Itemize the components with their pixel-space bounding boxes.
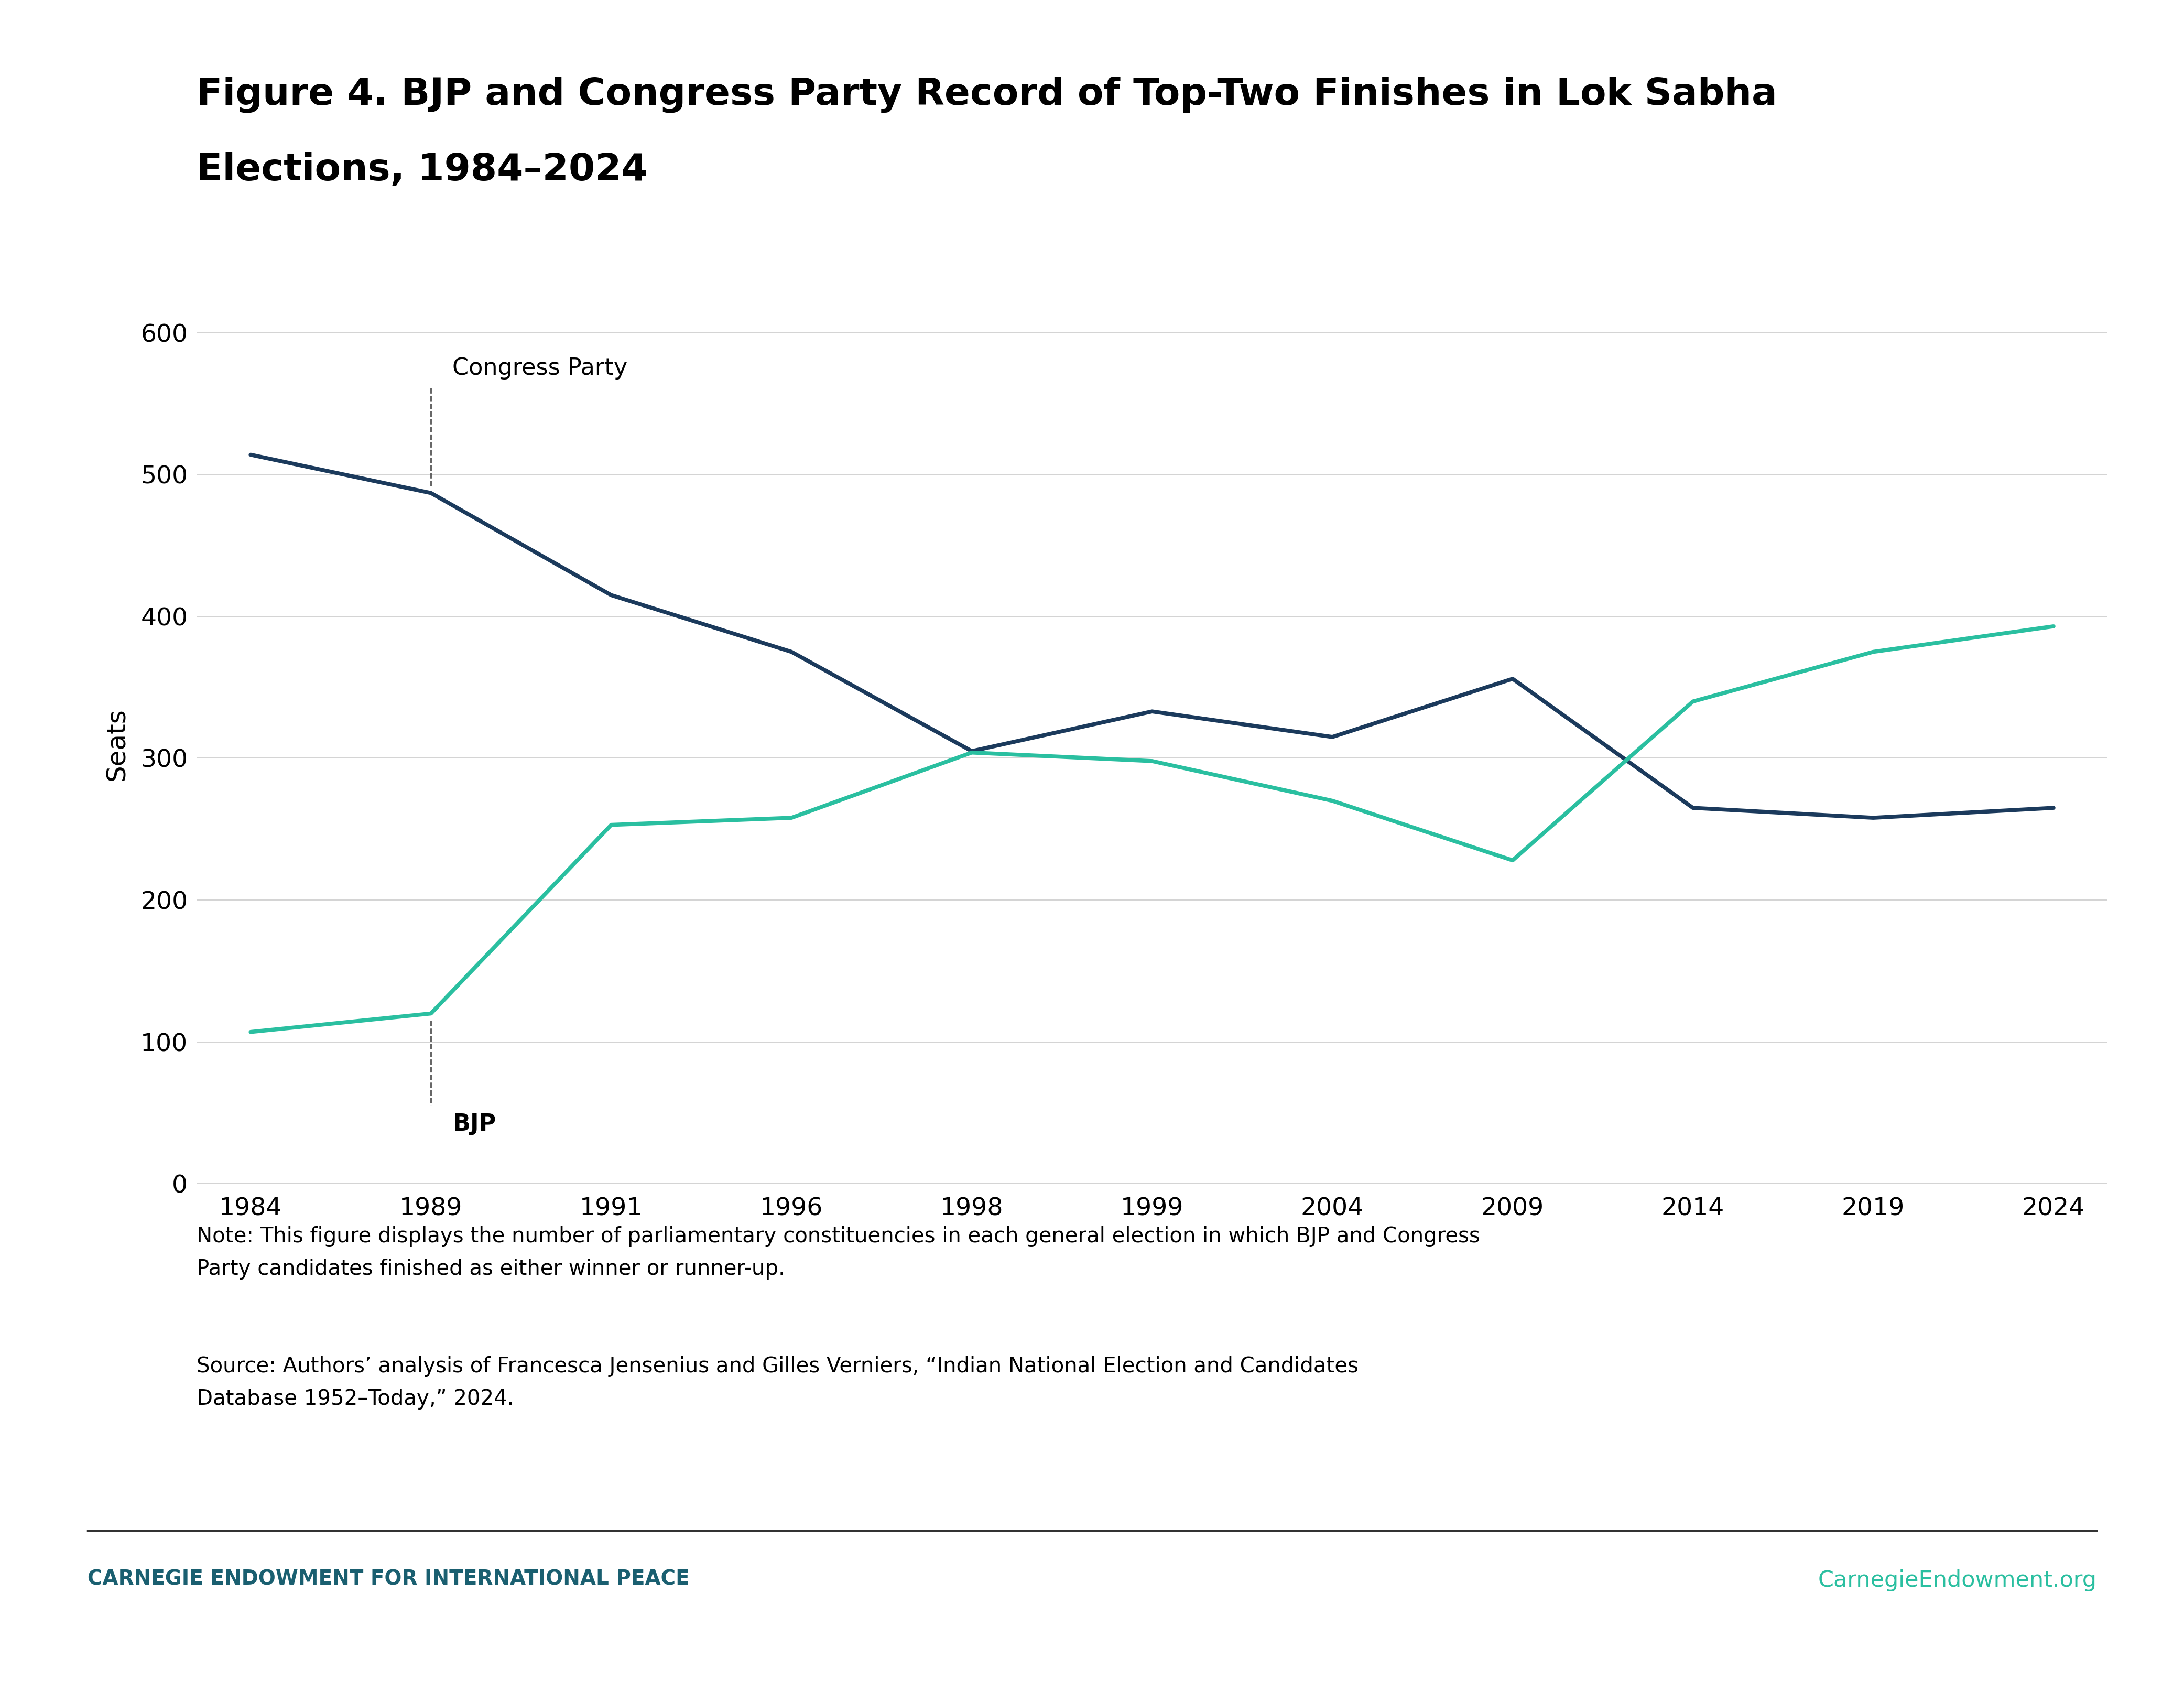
Text: Figure 4. BJP and Congress Party Record of Top-Two Finishes in Lok Sabha: Figure 4. BJP and Congress Party Record … bbox=[197, 76, 1778, 113]
Y-axis label: Seats: Seats bbox=[105, 707, 129, 781]
Text: CarnegieEndowment.org: CarnegieEndowment.org bbox=[1817, 1569, 2097, 1591]
Text: Elections, 1984–2024: Elections, 1984–2024 bbox=[197, 152, 649, 188]
Text: CARNEGIE ENDOWMENT FOR INTERNATIONAL PEACE: CARNEGIE ENDOWMENT FOR INTERNATIONAL PEA… bbox=[87, 1569, 690, 1590]
Text: Note: This figure displays the number of parliamentary constituencies in each ge: Note: This figure displays the number of… bbox=[197, 1226, 1481, 1280]
Text: Source: Authors’ analysis of Francesca Jensenius and Gilles Verniers, “Indian Na: Source: Authors’ analysis of Francesca J… bbox=[197, 1356, 1358, 1410]
Text: Congress Party: Congress Party bbox=[452, 357, 627, 379]
Text: BJP: BJP bbox=[452, 1113, 496, 1135]
